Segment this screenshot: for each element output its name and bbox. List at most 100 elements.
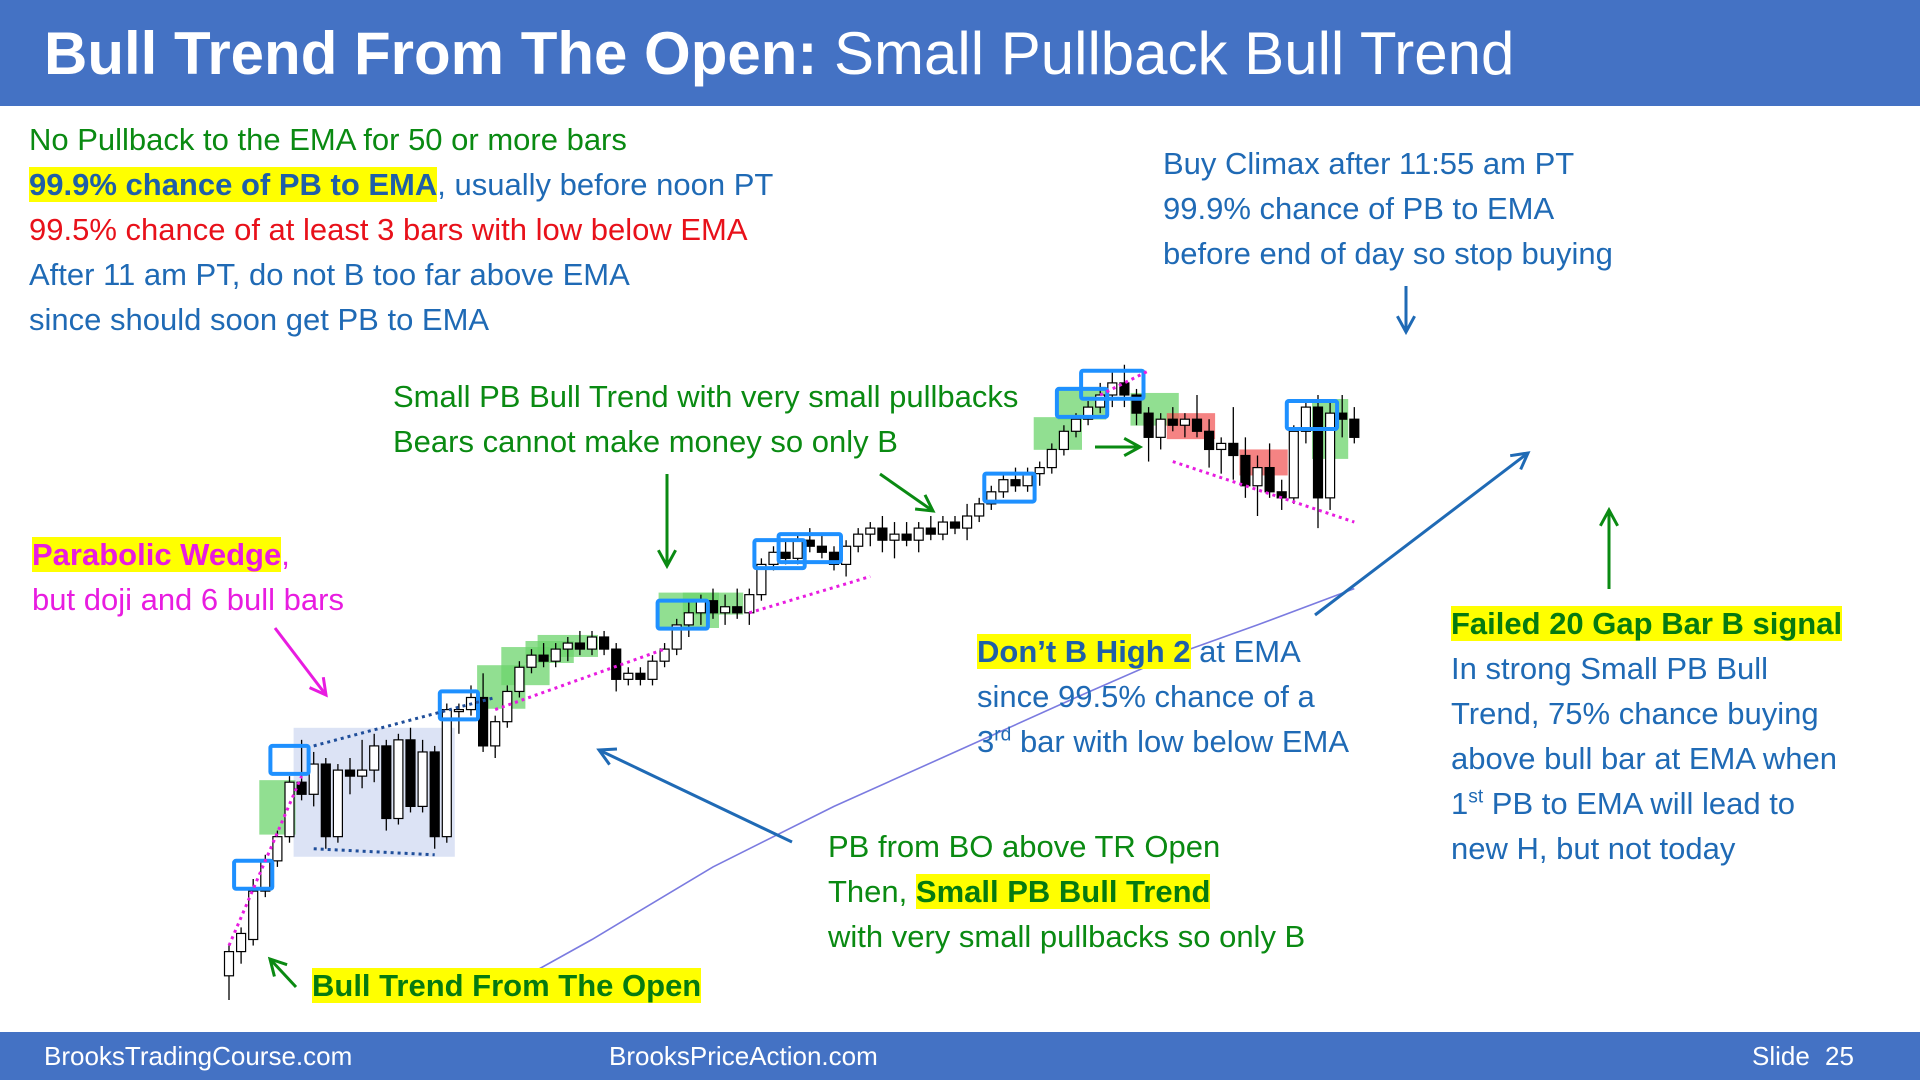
signal-box-9	[1284, 399, 1340, 431]
note-pb-from-bo-highlight: Small PB Bull Trend	[915, 874, 1211, 909]
arrow-parabolic	[273, 627, 328, 698]
slide-footer: BrooksTradingCourse.com BrooksPriceActio…	[0, 1032, 1920, 1080]
candle-body-19	[453, 708, 464, 713]
pullback-line-2	[748, 575, 871, 615]
pullback-line-1	[494, 647, 666, 712]
candle-0	[223, 945, 235, 1000]
note-dont-b-line3: 3rd bar with low below EMA	[977, 719, 1349, 764]
candle-body-18	[441, 708, 452, 838]
candle-body-86	[1264, 467, 1275, 493]
candle-body-90	[1312, 406, 1324, 499]
candle-body-31	[598, 636, 610, 650]
candle-6	[296, 739, 307, 801]
candle-body-81	[1203, 430, 1215, 451]
candle-body-59	[937, 521, 949, 535]
arrow-to-pullback	[879, 472, 936, 513]
note-dont-b-line3-rest: bar with low below EMA	[1011, 724, 1350, 759]
arrow-pb-from-bo-shaft	[598, 748, 793, 844]
arrow-small-pb-right	[1095, 437, 1144, 457]
footer-left-link[interactable]: BrooksTradingCourse.com	[44, 1041, 353, 1071]
slide-title: Bull Trend From The Open: Small Pullback…	[44, 18, 1514, 90]
arrow-to-pullback-head	[914, 494, 936, 513]
signal-box-3	[655, 598, 710, 631]
candle-12	[369, 733, 380, 783]
candle-body-57	[913, 527, 924, 541]
note-dont-b-highlight: Don’t B High 2	[977, 634, 1191, 669]
note-parabolic: Parabolic Wedge, but doji and 6 bull bar…	[32, 532, 344, 622]
note-failed-line1: Failed 20 Gap Bar B signal	[1451, 601, 1843, 646]
candle-16	[417, 739, 428, 813]
candle-body-0	[223, 950, 235, 977]
candle-79	[1179, 413, 1191, 438]
footer-center-link[interactable]: BrooksPriceAction.com	[609, 1041, 878, 1071]
candle-62	[974, 497, 985, 523]
candle-57	[913, 522, 924, 553]
note-dont-b-line1: Don’t B High 2 at EMA	[977, 629, 1349, 674]
note-failed-line3: Trend, 75% chance buying	[1451, 696, 1819, 731]
candle-body-88	[1288, 430, 1299, 499]
candle-body-61	[961, 515, 973, 529]
candle-body-5	[284, 781, 295, 838]
signal-box-8	[1079, 368, 1146, 401]
candle-85	[1252, 455, 1263, 516]
note-after-11: After 11 am PT, do not B too far above E…	[29, 257, 630, 292]
note-dont-b-line2: since 99.5% chance of a	[977, 679, 1315, 714]
candle-body-13	[381, 745, 392, 820]
candle-34	[635, 667, 646, 686]
note-top-left: No Pullback to the EMA for 50 or more ba…	[29, 117, 773, 342]
note-buy-climax-line1: Buy Climax after 11:55 am PT	[1163, 146, 1575, 181]
candle-71	[1082, 401, 1094, 426]
signal-box-1	[268, 743, 311, 776]
candle-body-24	[514, 666, 525, 693]
candle-17	[429, 745, 440, 849]
candle-body-4	[272, 836, 283, 862]
note-small-pb: Small PB Bull Trend with very small pull…	[393, 374, 1018, 464]
note-three-bars: 99.5% chance of at least 3 bars with low…	[29, 212, 748, 247]
note-buy-climax-line3: before end of day so stop buying	[1163, 236, 1613, 271]
candle-body-32	[611, 648, 622, 680]
climax-line	[1099, 369, 1150, 397]
candle-body-28	[562, 642, 573, 650]
candle-body-11	[357, 769, 368, 777]
arrow-small-pb-right-head	[1123, 437, 1144, 457]
candle-body-68	[1046, 448, 1057, 469]
arrow-parabolic-shaft	[273, 627, 328, 696]
note-dont-b-sup: rd	[994, 724, 1012, 746]
candle-body-53	[865, 527, 876, 535]
candle-body-64	[998, 479, 1009, 493]
arrow-buy-climax-head	[1396, 315, 1416, 336]
candle-body-70	[1070, 418, 1082, 432]
signal-box-layer	[232, 368, 1340, 891]
slide-header: Bull Trend From The Open: Small Pullback…	[0, 0, 1920, 106]
candle-61	[961, 503, 973, 541]
candle-43	[744, 588, 755, 625]
note-dont-b-num: 3	[977, 724, 995, 759]
arrow-to-pullback-shaft	[879, 472, 934, 513]
arrow-layer	[267, 286, 1619, 989]
candle-36	[659, 643, 670, 668]
note-pb-chance-rest: , usually before noon PT	[437, 167, 774, 202]
candle-64	[998, 473, 1009, 498]
candle-56	[901, 522, 912, 547]
candle-49	[816, 534, 828, 559]
candle-body-9	[332, 769, 343, 838]
candle-28	[562, 637, 573, 662]
candle-22	[490, 715, 501, 758]
candle-55	[889, 522, 900, 559]
candle-67	[1034, 461, 1045, 486]
note-parabolic-line1: Parabolic Wedge,	[32, 532, 344, 577]
candle-body-14	[393, 739, 404, 820]
candle-body-17	[429, 751, 440, 838]
note-dont-b: Don’t B High 2 at EMA since 99.5% chance…	[977, 629, 1349, 764]
candle-1	[236, 927, 247, 964]
arrow-buy-climax	[1396, 286, 1416, 336]
candle-body-50	[828, 551, 840, 565]
candle-body-15	[405, 739, 416, 807]
candle-body-78	[1167, 418, 1178, 426]
candle-81	[1203, 419, 1215, 468]
arrow-parabolic-head	[308, 676, 328, 698]
candle-41	[719, 594, 731, 625]
tr-top-line	[313, 696, 496, 748]
candle-body-74	[1119, 382, 1130, 396]
candle-53	[865, 522, 876, 547]
